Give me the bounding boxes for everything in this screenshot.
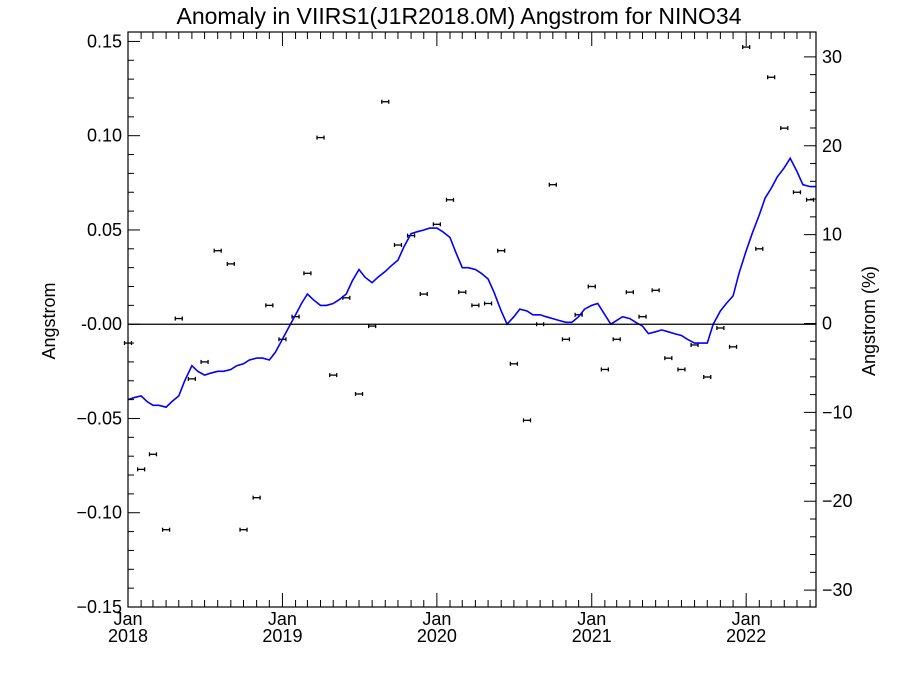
data-point (316, 135, 325, 140)
data-point (587, 284, 596, 289)
data-point (303, 271, 312, 276)
data-point (780, 126, 789, 131)
data-point (548, 182, 557, 187)
data-point (600, 367, 610, 372)
data-point (755, 246, 764, 251)
data-point (200, 359, 209, 364)
plot-area (123, 45, 816, 532)
data-point (458, 290, 467, 295)
y-tick-label: −0.15 (76, 597, 122, 617)
data-point (497, 248, 506, 253)
data-point (522, 418, 532, 423)
data-point (291, 314, 300, 319)
data-point (728, 344, 738, 349)
data-point (393, 243, 403, 248)
y-tick-label: −0.10 (76, 503, 122, 523)
data-point (226, 261, 235, 266)
data-point (664, 356, 673, 361)
error-bar-series (123, 45, 815, 532)
data-point (354, 391, 364, 396)
data-point (651, 288, 660, 293)
plot-frame (127, 31, 817, 608)
x-tick-label: Jan 2019 (262, 609, 302, 646)
y-tick-label: -0.00 (81, 314, 122, 334)
x-tick-label: Jan 2021 (572, 609, 612, 646)
y2-tick-label: 10 (822, 225, 842, 245)
y-axis-label: Angstrom (39, 282, 59, 359)
data-point (329, 373, 338, 378)
data-point (432, 222, 442, 227)
data-point (161, 527, 171, 532)
data-point (471, 303, 480, 308)
y-tick-label: 0.10 (87, 126, 122, 146)
data-point (174, 316, 183, 321)
data-point (406, 233, 416, 238)
data-point (483, 301, 493, 306)
y2-tick-label: −30 (822, 580, 853, 600)
y2-tick-label: 20 (822, 136, 842, 156)
x-tick-label: Jan 2018 (108, 609, 148, 646)
data-point (716, 325, 725, 330)
data-point (239, 527, 248, 532)
y2-tick-label: −10 (822, 402, 853, 422)
data-point (148, 452, 158, 457)
y-axis-right: 30 20 10 0 −10 −20 −30 (804, 47, 853, 600)
y2-tick-label: −20 (822, 491, 853, 511)
data-point (381, 99, 390, 104)
data-point (677, 367, 686, 372)
x-tick-label: Jan 2022 (726, 609, 766, 646)
data-point (509, 361, 519, 366)
data-point (213, 248, 222, 253)
x-axis: Jan 2018 Jan 2019 Jan 2020 Jan 2021 Jan 2022 (108, 32, 811, 646)
data-point (445, 197, 455, 202)
data-point (612, 337, 621, 342)
data-point (252, 495, 261, 500)
anomaly-line (127, 156, 816, 409)
y-axis-left: 0.15 0.10 0.05 -0.00 −0.05 −0.10 −0.15 (76, 31, 140, 617)
x-tick-label: Jan 2020 (417, 609, 457, 646)
y2-tick-label: 0 (822, 313, 832, 333)
data-point (742, 45, 751, 50)
data-point (638, 314, 647, 319)
data-point (561, 337, 571, 342)
data-point (703, 375, 712, 379)
data-point (136, 467, 146, 472)
y2-tick-label: 30 (822, 47, 842, 67)
data-point (419, 292, 428, 297)
y-tick-label: 0.05 (87, 220, 122, 240)
y2-axis-label: Angstrom (%) (859, 266, 879, 376)
data-point (187, 376, 197, 381)
data-point (265, 303, 274, 308)
y-tick-label: −0.05 (76, 408, 122, 428)
data-point (792, 190, 802, 195)
y-tick-label: 0.15 (87, 31, 122, 51)
chart-title: Anomaly in VIIRS1(J1R2018.0M) Angstrom f… (176, 3, 741, 29)
data-point (766, 75, 776, 80)
data-point (805, 197, 815, 202)
data-point (625, 290, 634, 295)
